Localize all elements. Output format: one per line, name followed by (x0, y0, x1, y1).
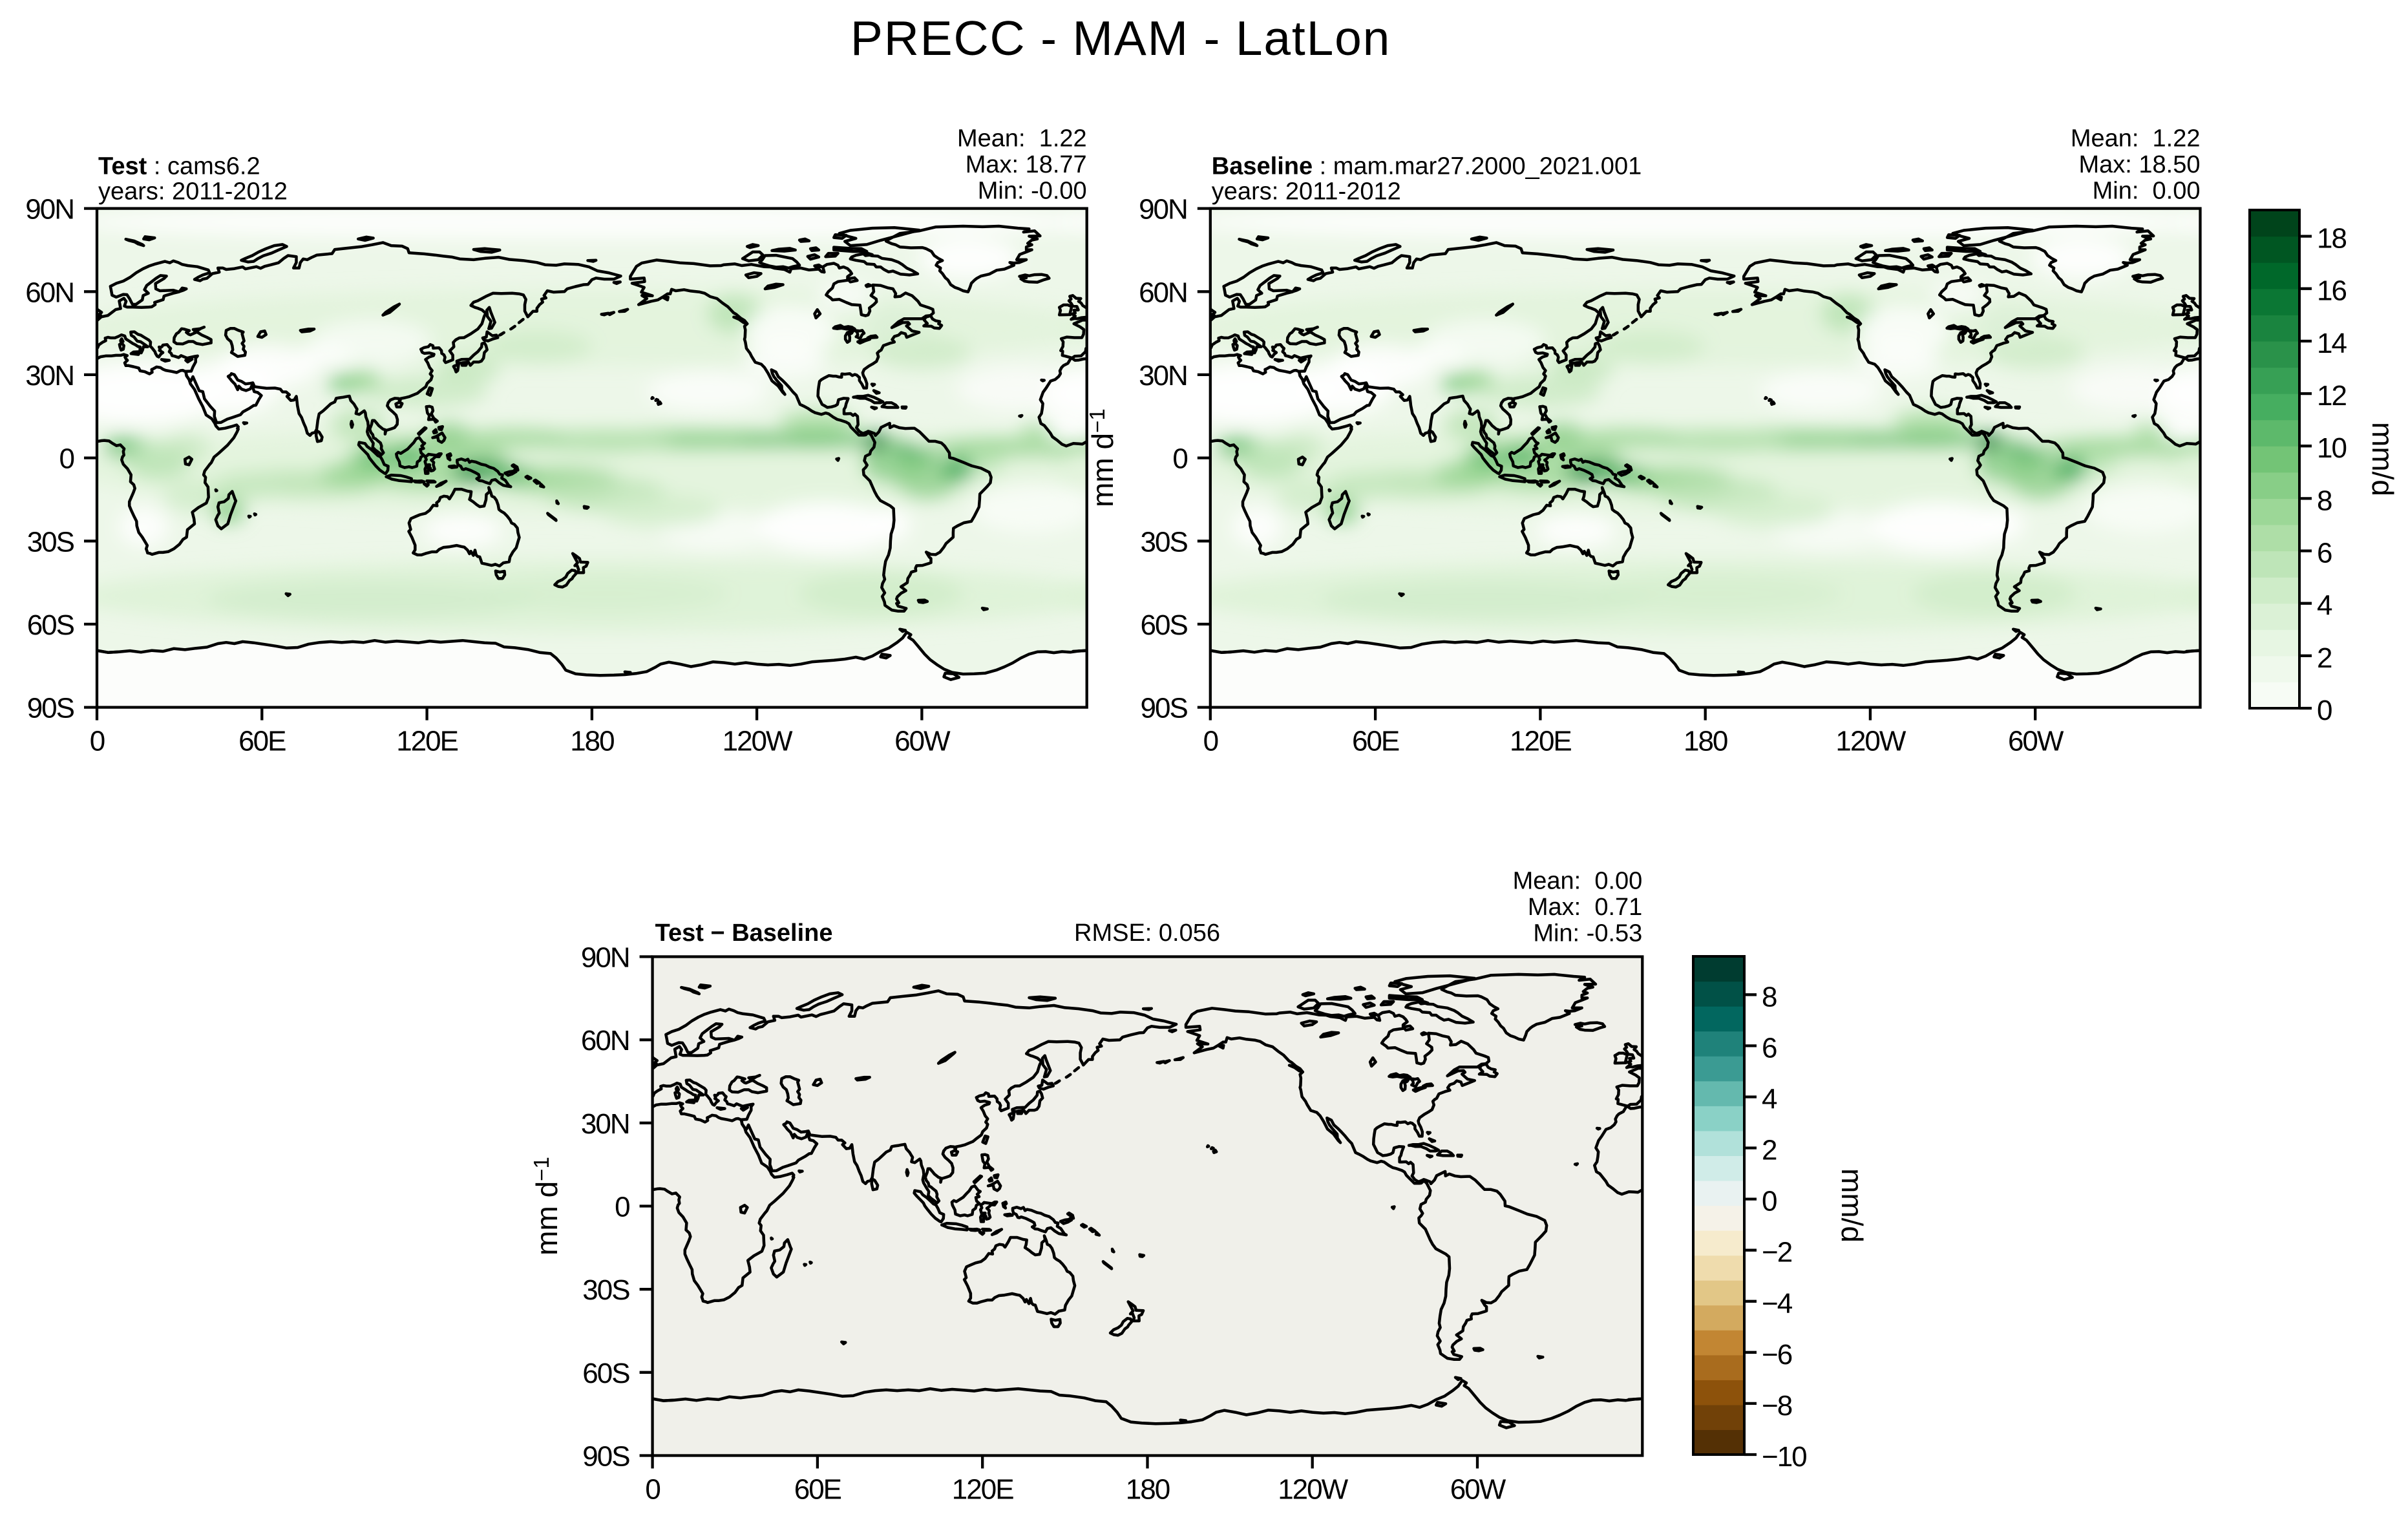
svg-text:−8: −8 (1762, 1390, 1792, 1422)
svg-text:120W: 120W (1835, 726, 1906, 757)
svg-text:8: 8 (1762, 981, 1777, 1013)
svg-text:4: 4 (1762, 1084, 1777, 1115)
svg-text:Max: 18.77: Max: 18.77 (966, 151, 1087, 178)
svg-text:60E: 60E (1352, 726, 1399, 757)
svg-text:120W: 120W (723, 726, 793, 757)
svg-text:Min: 0.00: Min: 0.00 (2093, 178, 2201, 205)
svg-text:60N: 60N (25, 277, 74, 308)
svg-text:Mean: 0.00: Mean: 0.00 (1513, 868, 1643, 895)
svg-text:60W: 60W (2008, 726, 2064, 757)
svg-text:Baseline : mam.mar27.2000_2021: Baseline : mam.mar27.2000_2021.001 (1212, 152, 1642, 180)
svg-text:60N: 60N (581, 1025, 629, 1057)
svg-text:Mean: 1.22: Mean: 1.22 (957, 125, 1087, 152)
svg-text:Max: 18.50: Max: 18.50 (2079, 151, 2201, 178)
svg-text:Test − Baseline: Test − Baseline (655, 920, 833, 947)
svg-text:180: 180 (1684, 726, 1727, 757)
svg-text:120E: 120E (1510, 726, 1571, 757)
svg-text:90N: 90N (581, 942, 629, 974)
svg-text:60S: 60S (582, 1358, 629, 1389)
svg-text:0: 0 (615, 1192, 629, 1223)
svg-text:Min: -0.53: Min: -0.53 (1533, 920, 1642, 947)
svg-text:90S: 90S (582, 1441, 629, 1473)
svg-text:Mean: 1.22: Mean: 1.22 (2071, 125, 2201, 152)
svg-text:8: 8 (2317, 485, 2332, 516)
svg-text:90N: 90N (1139, 194, 1187, 226)
svg-text:−10: −10 (1762, 1441, 1806, 1473)
svg-text:6: 6 (2317, 538, 2332, 569)
svg-text:0: 0 (59, 443, 74, 475)
svg-text:0: 0 (1762, 1186, 1777, 1217)
svg-text:−2: −2 (1762, 1237, 1792, 1268)
svg-text:2: 2 (1762, 1135, 1777, 1166)
svg-text:30S: 30S (582, 1274, 629, 1306)
svg-text:Max: 0.71: Max: 0.71 (1528, 894, 1642, 921)
svg-text:60W: 60W (894, 726, 951, 757)
svg-text:years: 2011-2012: years: 2011-2012 (98, 178, 288, 205)
svg-text:0: 0 (645, 1474, 660, 1506)
svg-text:30N: 30N (25, 360, 74, 392)
svg-text:−6: −6 (1762, 1339, 1792, 1371)
svg-text:0: 0 (2317, 695, 2332, 726)
svg-text:120W: 120W (1278, 1474, 1348, 1506)
svg-text:60S: 60S (27, 609, 74, 641)
svg-text:Min: -0.00: Min: -0.00 (978, 178, 1087, 205)
svg-text:0: 0 (1203, 726, 1218, 757)
svg-text:Test : cams6.2: Test : cams6.2 (98, 152, 260, 180)
svg-text:30N: 30N (581, 1108, 629, 1140)
svg-text:60E: 60E (794, 1474, 841, 1506)
svg-text:0: 0 (90, 726, 105, 757)
svg-text:180: 180 (1126, 1474, 1170, 1506)
svg-text:0: 0 (1172, 443, 1187, 475)
svg-text:RMSE: 0.056: RMSE: 0.056 (1074, 920, 1220, 947)
svg-text:16: 16 (2317, 275, 2346, 307)
svg-text:60S: 60S (1141, 609, 1188, 641)
svg-text:PRECC - MAM - LatLon: PRECC - MAM - LatLon (850, 11, 1391, 65)
svg-text:90S: 90S (1141, 693, 1188, 724)
svg-text:30N: 30N (1139, 360, 1187, 392)
svg-text:years: 2011-2012: years: 2011-2012 (1212, 178, 1401, 205)
svg-text:120E: 120E (952, 1474, 1013, 1506)
svg-text:4: 4 (2317, 590, 2332, 622)
svg-text:10: 10 (2317, 432, 2346, 464)
svg-text:2: 2 (2317, 642, 2332, 674)
svg-text:mm/d: mm/d (1835, 1168, 1869, 1243)
svg-text:14: 14 (2317, 328, 2347, 359)
svg-text:30S: 30S (27, 526, 74, 558)
svg-text:90S: 90S (27, 693, 74, 724)
svg-text:18: 18 (2317, 223, 2346, 255)
svg-text:12: 12 (2317, 380, 2346, 412)
svg-text:6: 6 (1762, 1032, 1777, 1064)
svg-text:90N: 90N (25, 194, 74, 226)
svg-text:60N: 60N (1139, 277, 1187, 308)
svg-text:60W: 60W (1450, 1474, 1506, 1506)
svg-text:60E: 60E (238, 726, 286, 757)
svg-text:30S: 30S (1141, 526, 1188, 558)
svg-text:180: 180 (570, 726, 614, 757)
svg-text:mm/d: mm/d (2366, 422, 2400, 496)
svg-text:−4: −4 (1762, 1288, 1793, 1320)
svg-text:120E: 120E (396, 726, 458, 757)
